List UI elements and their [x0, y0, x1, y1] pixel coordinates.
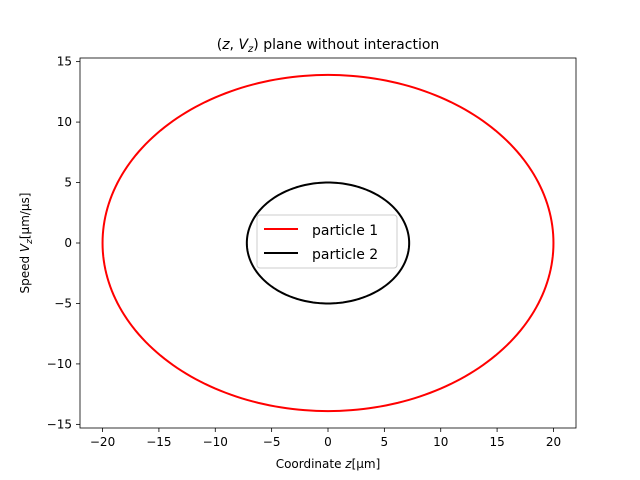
legend: particle 1 particle 2: [256, 214, 398, 269]
x-tick-label: 20: [546, 435, 561, 449]
x-tick-label: −10: [203, 435, 228, 449]
series-group: [101, 73, 555, 413]
y-tick-label: 10: [57, 115, 72, 129]
y-tick-label: −5: [54, 296, 72, 310]
x-tick-label: −20: [90, 435, 115, 449]
x-tick-label: −5: [263, 435, 281, 449]
y-tick-label: 15: [57, 55, 72, 69]
y-axis-ticks: −15 −10 −5 0 5 10 15: [47, 55, 80, 431]
series-line-particle-1: [101, 73, 555, 413]
y-tick-label: 5: [64, 176, 72, 190]
x-tick-label: 10: [433, 435, 448, 449]
y-tick-label: −10: [47, 357, 72, 371]
y-axis-label: Speed Vz[μm/μs]: [18, 192, 35, 293]
x-tick-label: −15: [146, 435, 171, 449]
legend-label-particle-2: particle 2: [312, 247, 378, 263]
series-line-particle-2: [245, 181, 411, 305]
legend-label-particle-1: particle 1: [312, 223, 378, 239]
x-tick-label: 0: [324, 435, 332, 449]
x-tick-label: 15: [489, 435, 504, 449]
x-axis-label: Coordinate z[μm]: [276, 457, 381, 471]
y-tick-label: 0: [64, 236, 72, 250]
plot-frame: [79, 57, 577, 429]
y-tick-label: −15: [47, 417, 72, 431]
x-axis-ticks: −20 −15 −10 −5 0 5 10 15 20: [90, 428, 561, 449]
x-tick-label: 5: [381, 435, 389, 449]
chart-title: (z, Vz) plane without interaction: [217, 37, 440, 55]
